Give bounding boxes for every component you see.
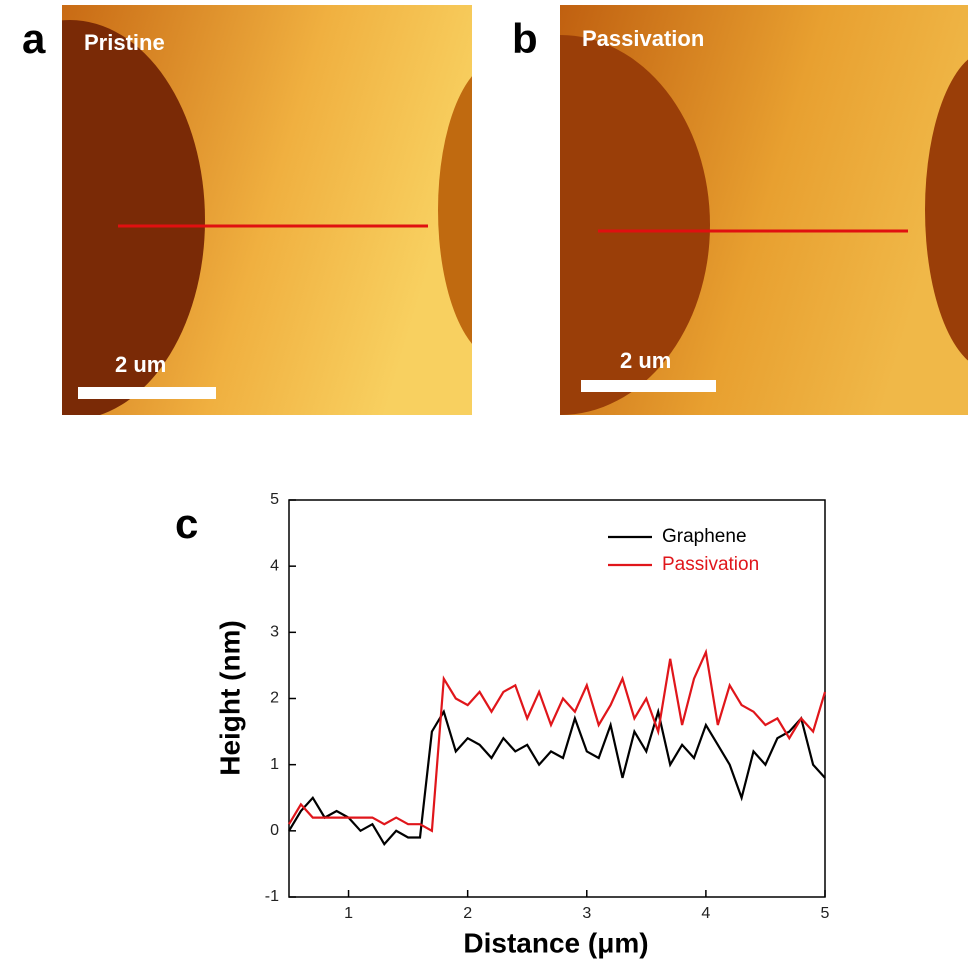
x-tick-label: 5 <box>821 905 830 922</box>
scale-bar-label: 2 um <box>620 348 671 373</box>
scale-bar-label: 2 um <box>115 352 166 377</box>
afm-image <box>560 5 968 415</box>
afm-image <box>62 5 472 415</box>
legend-label: Passivation <box>662 554 759 575</box>
x-tick-label: 1 <box>344 905 353 922</box>
data-line <box>288 648 827 833</box>
panel-title: Passivation <box>582 26 704 51</box>
x-tick-label: 2 <box>463 905 472 922</box>
line-chart: c Distance (μm) Height (nm) -1 0 1 2 3 4 5 1 2 3 4… <box>175 491 830 958</box>
x-tick-label: 3 <box>582 905 591 922</box>
panel-label: a <box>22 15 46 62</box>
y-tick-label: 3 <box>270 624 279 641</box>
legend-label: Graphene <box>662 526 747 547</box>
y-tick-label: 2 <box>270 690 279 707</box>
panel-label: c <box>175 500 198 547</box>
y-tick-label: 5 <box>270 491 279 508</box>
y-tick-label: 4 <box>270 557 279 574</box>
y-tick-label: 0 <box>270 822 279 839</box>
y-axis-label: Height (nm) <box>214 620 245 776</box>
panel-title: Pristine <box>84 30 165 55</box>
y-tick-label: -1 <box>265 888 279 905</box>
x-tick-label: 4 <box>701 905 710 922</box>
x-axis-label: Distance (μm) <box>463 927 648 958</box>
panel-label: b <box>512 15 538 62</box>
data-line <box>288 707 826 846</box>
y-tick-label: 1 <box>270 756 279 773</box>
